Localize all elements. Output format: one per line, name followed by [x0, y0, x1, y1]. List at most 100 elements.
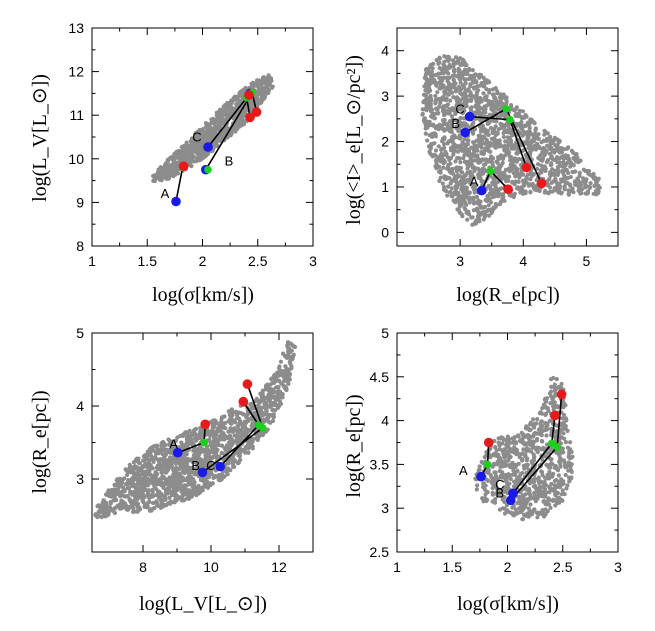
cloud-point	[562, 179, 568, 184]
cloud-point	[449, 186, 454, 191]
cloud-point	[521, 115, 526, 120]
cloud-point	[470, 163, 475, 168]
cloud-point	[510, 180, 515, 185]
cloud-point	[471, 201, 476, 206]
cloud-point	[234, 102, 239, 107]
cloud-point	[119, 503, 124, 508]
cloud-point	[479, 145, 484, 150]
cloud-point	[235, 126, 240, 131]
cloud-point	[420, 107, 425, 112]
cloud-point	[565, 156, 570, 161]
cloud-point	[224, 104, 229, 109]
cloud-point	[171, 164, 177, 169]
cloud-point	[421, 92, 427, 97]
cloud-point	[264, 383, 269, 388]
cloud-point	[474, 90, 479, 95]
cloud-point	[154, 465, 160, 470]
cloud-point	[583, 191, 588, 196]
cloud-point	[555, 167, 561, 172]
cloud-point	[223, 130, 228, 135]
cloud-point	[270, 380, 275, 385]
cloud-point	[472, 144, 477, 149]
cloud-point	[196, 147, 201, 152]
cloud-point	[516, 179, 521, 184]
cloud-point	[428, 103, 433, 108]
cloud-point	[166, 164, 172, 169]
cloud-point	[483, 198, 489, 203]
cloud-point	[214, 140, 219, 145]
y-tick-label: 13	[68, 20, 84, 36]
cloud-point	[423, 72, 428, 77]
cloud-point	[457, 201, 462, 206]
track-label-c: C	[455, 101, 464, 116]
blue-marker	[464, 111, 475, 122]
cloud-point	[500, 175, 505, 181]
cloud-point	[162, 173, 168, 178]
cloud-point	[490, 180, 495, 185]
cloud-point	[461, 156, 466, 161]
cloud-point	[210, 418, 216, 423]
cloud-point	[471, 120, 476, 125]
cloud-point	[476, 216, 481, 221]
cloud-point	[154, 499, 159, 504]
cloud-point	[447, 55, 452, 61]
cloud-point	[479, 150, 484, 155]
cloud-point	[426, 68, 431, 73]
cloud-point	[531, 184, 537, 189]
cloud-point	[113, 492, 119, 497]
cloud-point	[261, 75, 266, 80]
x-tick-label: 1.5	[138, 253, 158, 269]
cloud-point	[531, 144, 536, 150]
cloud-point	[249, 401, 254, 406]
y-tick-label: 1	[381, 179, 389, 195]
cloud-point	[213, 439, 218, 445]
cloud-point	[492, 103, 497, 108]
cloud-point	[154, 172, 159, 177]
cloud-point	[561, 156, 567, 161]
cloud-point	[447, 169, 452, 174]
cloud-point	[504, 175, 509, 181]
x-tick-label: 1	[88, 253, 96, 269]
track-label-b: B	[451, 116, 460, 131]
cloud-point	[436, 61, 441, 66]
cloud-point	[454, 175, 460, 180]
cloud-point	[481, 91, 486, 96]
cloud-point	[442, 107, 447, 113]
cloud-point	[491, 206, 496, 211]
cloud-point	[453, 187, 459, 192]
y-tick-label: 9	[76, 194, 84, 210]
cloud-point	[455, 149, 461, 154]
cloud-point	[168, 456, 173, 461]
cloud-point	[462, 159, 467, 164]
cloud-point	[535, 133, 540, 138]
cloud-point	[151, 482, 156, 487]
cloud-point	[472, 168, 477, 174]
cloud-point	[425, 84, 430, 89]
cloud-point	[266, 75, 272, 80]
cloud-point	[446, 71, 451, 76]
cloud-point	[226, 461, 231, 466]
cloud-point	[216, 111, 221, 116]
cloud-point	[441, 75, 447, 80]
cloud-point	[528, 190, 533, 195]
cloud-point	[243, 85, 248, 91]
cloud-point	[535, 162, 541, 167]
cloud-point	[436, 111, 441, 116]
cloud-point	[483, 162, 488, 167]
cloud-point	[214, 125, 219, 130]
cloud-point	[461, 185, 466, 190]
cloud-point	[476, 199, 481, 205]
cloud-point	[471, 131, 476, 136]
cloud-point	[444, 127, 449, 132]
cloud-point	[278, 359, 284, 364]
cloud-point	[526, 140, 532, 145]
y-tick-label: 12	[68, 64, 84, 80]
cloud-point	[99, 514, 104, 520]
y-tick-label: 10	[68, 151, 84, 167]
cloud-point	[205, 485, 211, 490]
cloud-point	[571, 190, 576, 195]
cloud-point	[566, 188, 571, 193]
cloud-point	[222, 446, 227, 451]
cloud-point	[145, 505, 150, 510]
